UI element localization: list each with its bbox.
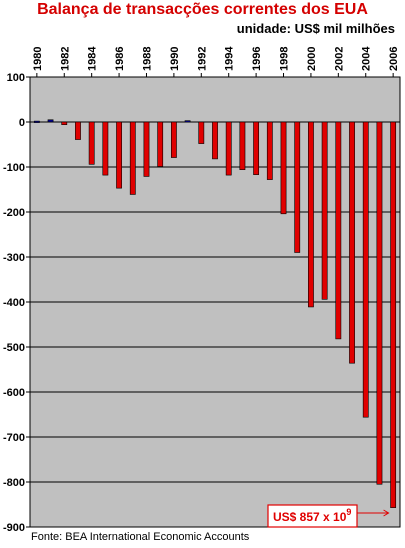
y-tick-label: -800 [3, 477, 25, 489]
bar-1992 [198, 121, 205, 144]
y-tick-label: -600 [3, 387, 25, 399]
bar-1985 [102, 121, 109, 176]
bar-1993 [212, 121, 218, 160]
x-tick-label: 1986 [114, 47, 126, 71]
x-tick-label: 1980 [32, 47, 44, 71]
chart-title: Balança de transacções correntes dos EUA [37, 1, 368, 18]
bar-1987 [129, 121, 136, 195]
annotation-text: US$ 857 x 109 [273, 507, 351, 524]
annotation: US$ 857 x 109 [267, 504, 390, 528]
y-tick-label: -900 [3, 522, 25, 534]
x-tick-label: 1992 [196, 47, 208, 71]
y-tick-label: -300 [3, 252, 25, 264]
source-note: Fonte: BEA International Economic Accoun… [31, 531, 250, 543]
bar-1980 [33, 120, 40, 123]
x-tick-label: 2002 [333, 47, 345, 71]
x-tick-label: 1994 [224, 46, 236, 71]
x-tick-label: 1984 [87, 46, 99, 71]
bar-1991 [184, 120, 191, 123]
bar-1982 [61, 121, 68, 125]
bar-1997 [266, 121, 273, 180]
bar-1998 [280, 121, 287, 215]
bar-2003 [349, 121, 355, 364]
bar-1981 [47, 119, 54, 123]
y-tick-label: -200 [3, 207, 25, 219]
y-tick-label: -700 [3, 432, 25, 444]
bar-1990 [170, 121, 177, 158]
bar-2005 [376, 121, 383, 485]
y-tick-label: 100 [7, 72, 25, 84]
annotation-arrow-head [383, 509, 390, 517]
chart-subtitle: unidade: US$ mil milhões [236, 21, 395, 36]
x-tick-label: 1982 [59, 47, 71, 71]
bar-1983 [75, 121, 81, 140]
x-tick-label: 1988 [141, 47, 153, 71]
y-tick-label: -500 [3, 342, 25, 354]
x-tick-label: 1998 [279, 47, 291, 71]
y-tick-label: -400 [3, 297, 25, 309]
x-tick-label: 2000 [306, 47, 318, 71]
x-tick-label: 1996 [251, 47, 263, 71]
x-tick-label: 2006 [388, 47, 400, 71]
bar-2004 [362, 121, 369, 418]
bar-2006 [390, 121, 397, 508]
annotation-box [267, 504, 358, 528]
bar-1996 [253, 121, 260, 175]
bar-1988 [143, 121, 150, 177]
bar-1995 [239, 121, 246, 171]
y-tick-label: -100 [3, 162, 25, 174]
bar-1986 [116, 121, 122, 189]
bar-1984 [88, 121, 95, 165]
bar-2000 [308, 121, 314, 308]
y-axis-ticks: 100 0 -100 -200 -300 -400 -500 -600 -700 -800 -900 [3, 72, 30, 534]
y-tick-label: 0 [19, 117, 25, 129]
bar-1999 [294, 121, 301, 253]
bar-2002 [335, 121, 342, 340]
x-tick-label: 2004 [361, 46, 373, 71]
x-axis-ticks: 1980 1982 1984 1986 1988 1990 1992 1994 1996 1998… [32, 46, 400, 77]
bars [33, 119, 397, 508]
x-tick-label: 1990 [169, 47, 181, 71]
bar-1994 [225, 121, 232, 176]
bar-2001 [321, 121, 328, 300]
bar-1989 [157, 121, 164, 167]
